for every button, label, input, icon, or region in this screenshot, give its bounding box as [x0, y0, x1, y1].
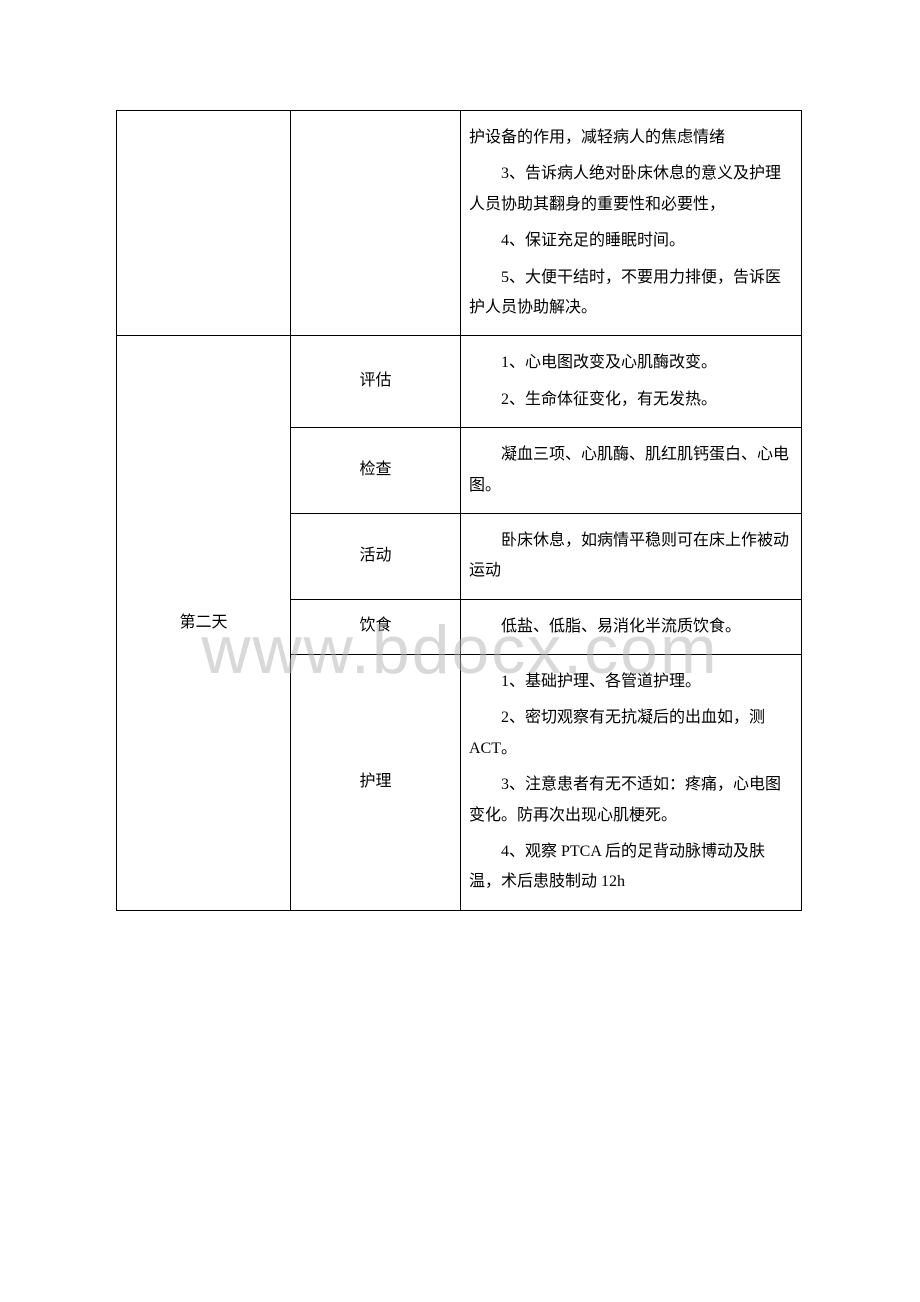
- category-cell: 饮食: [291, 599, 461, 654]
- content-cell: 1、心电图改变及心肌酶改变。 2、生命体征变化，有无发热。: [461, 336, 802, 428]
- day-cell-empty: [117, 111, 291, 336]
- content-text: 2、密切观察有无抗凝后的出血如，测 ACT。: [469, 703, 789, 764]
- content-text: 1、心电图改变及心肌酶改变。: [469, 348, 789, 378]
- content-cell: 低盐、低脂、易消化半流质饮食。: [461, 599, 802, 654]
- care-plan-table: 护设备的作用，减轻病人的焦虑情绪 3、告诉病人绝对卧床休息的意义及护理人员协助其…: [116, 110, 802, 911]
- content-cell: 1、基础护理、各管道护理。 2、密切观察有无抗凝后的出血如，测 ACT。 3、注…: [461, 655, 802, 911]
- content-text: 卧床休息，如病情平稳则可在床上作被动运动: [469, 526, 789, 587]
- category-cell-empty: [291, 111, 461, 336]
- category-cell: 评估: [291, 336, 461, 428]
- content-cell: 卧床休息，如病情平稳则可在床上作被动运动: [461, 513, 802, 599]
- category-cell: 检查: [291, 428, 461, 514]
- content-cell: 护设备的作用，减轻病人的焦虑情绪 3、告诉病人绝对卧床休息的意义及护理人员协助其…: [461, 111, 802, 336]
- table-row: 第二天 评估 1、心电图改变及心肌酶改变。 2、生命体征变化，有无发热。: [117, 336, 802, 428]
- content-text: 护设备的作用，减轻病人的焦虑情绪: [469, 123, 789, 153]
- content-text: 低盐、低脂、易消化半流质饮食。: [469, 612, 789, 642]
- content-text: 4、观察 PTCA 后的足背动脉博动及肤温，术后患肢制动 12h: [469, 837, 789, 898]
- content-text: 2、生命体征变化，有无发热。: [469, 385, 789, 415]
- category-cell: 护理: [291, 655, 461, 911]
- content-text: 4、保证充足的睡眠时间。: [469, 226, 789, 256]
- table-row-continuation: 护设备的作用，减轻病人的焦虑情绪 3、告诉病人绝对卧床休息的意义及护理人员协助其…: [117, 111, 802, 336]
- content-cell: 凝血三项、心肌酶、肌红肌钙蛋白、心电图。: [461, 428, 802, 514]
- content-text: 1、基础护理、各管道护理。: [469, 667, 789, 697]
- content-text: 3、注意患者有无不适如：疼痛，心电图变化。防再次出现心肌梗死。: [469, 770, 789, 831]
- content-text: 5、大便干结时，不要用力排便，告诉医护人员协助解决。: [469, 263, 789, 324]
- day-cell: 第二天: [117, 336, 291, 910]
- content-text: 凝血三项、心肌酶、肌红肌钙蛋白、心电图。: [469, 440, 789, 501]
- category-cell: 活动: [291, 513, 461, 599]
- content-text: 3、告诉病人绝对卧床休息的意义及护理人员协助其翻身的重要性和必要性，: [469, 159, 789, 220]
- document-page: 护设备的作用，减轻病人的焦虑情绪 3、告诉病人绝对卧床休息的意义及护理人员协助其…: [0, 0, 920, 971]
